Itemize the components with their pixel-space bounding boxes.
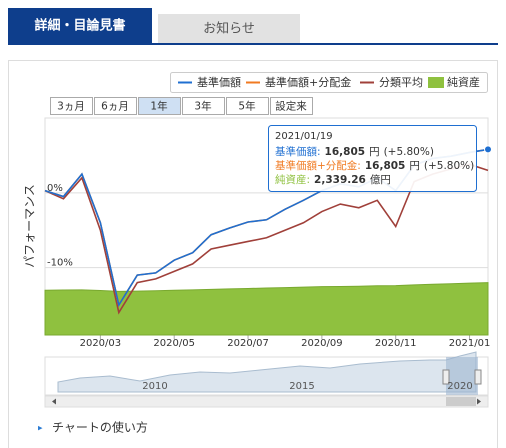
help-link[interactable]: チャートの使い方 [52,420,148,435]
legend-label: 純資産 [447,76,480,89]
net-assets-area [44,282,489,336]
tooltip-unit: 億円 [370,173,391,186]
button-label[interactable]: 6ヵ月 [101,101,129,113]
button-label[interactable]: 3年 [194,100,211,113]
tooltip-label: 基準価額: [275,145,321,158]
range-button[interactable]: 1年 [138,97,181,115]
x-tick-label: 2020/07 [227,338,269,349]
scrollbar[interactable] [44,395,489,408]
range-button[interactable]: 6ヵ月 [94,97,137,115]
legend [170,72,488,93]
tooltip-line: 純資産: 2,339.26 億円 [275,173,391,186]
tooltip-label: 基準価額+分配金: [275,159,361,172]
tooltip-value: 2,339.26 [314,174,366,186]
x-tick-label: 2020/03 [80,338,122,349]
scroll-thumb[interactable] [446,397,476,406]
y-axis-label: パフォーマンス [23,184,37,268]
tooltip [268,125,477,192]
navigator [44,351,489,408]
range-button[interactable]: 設定来 [270,97,313,115]
tooltip-line: 基準価額+分配金: 16,805 円 (+5.80%) [275,159,474,172]
bullet: ▸ [38,424,43,434]
nav-handle[interactable] [442,369,450,385]
range-button[interactable]: 5年 [226,97,269,115]
y-tick-label: 0% [47,183,63,194]
button-bg[interactable] [94,97,137,115]
nav-handle[interactable] [474,369,482,385]
end-marker [484,145,492,154]
button-bg[interactable] [270,97,313,115]
button-label[interactable]: 設定来 [275,100,307,113]
tooltip-change: (+5.80%) [424,160,474,172]
legend-swatch [428,77,444,88]
y-tick-label: -10% [47,258,73,269]
tooltip-date: 2021/01/19 [275,131,333,142]
tooltip-change: (+5.80%) [384,146,434,158]
tooltip-label: 純資産: [275,173,310,186]
range-button[interactable]: 3ヵ月 [50,97,93,115]
legend-label: 基準価額+分配金 [265,75,351,89]
navigator-label: 2015 [289,381,314,392]
button-bg[interactable] [226,97,269,115]
tooltip-unit: 円 [369,146,380,158]
button-bg[interactable] [182,97,225,115]
legend-label: 分類平均 [379,76,423,89]
x-tick-label: 2020/05 [153,338,195,349]
x-tick-label: 2020/09 [301,338,343,349]
button-label[interactable]: 5年 [238,100,255,113]
tab-label[interactable]: お知らせ [203,21,255,37]
tab-active[interactable] [8,8,152,44]
button-label[interactable]: 3ヵ月 [57,101,85,113]
tab-underline [8,43,498,45]
x-tick-label: 2020/11 [375,338,417,349]
button-bg[interactable] [138,97,181,115]
range-button[interactable]: 3年 [182,97,225,115]
tab[interactable] [158,14,300,44]
tooltip-line: 基準価額: 16,805 円 (+5.80%) [275,145,434,158]
navigator-label: 2010 [142,381,167,392]
tooltip-unit: 円 [409,160,420,172]
x-tick-label: 2021/01 [449,338,491,349]
legend-label: 基準価額 [197,75,241,89]
nav-window[interactable] [446,357,478,395]
navigator-label: 2020 [447,381,472,392]
tooltip-value: 16,805 [325,146,366,158]
tooltip-value: 16,805 [365,160,406,172]
button-bg[interactable] [50,97,93,115]
button-label[interactable]: 1年 [150,100,167,113]
tab-label[interactable]: 詳細・目論見書 [34,18,125,34]
